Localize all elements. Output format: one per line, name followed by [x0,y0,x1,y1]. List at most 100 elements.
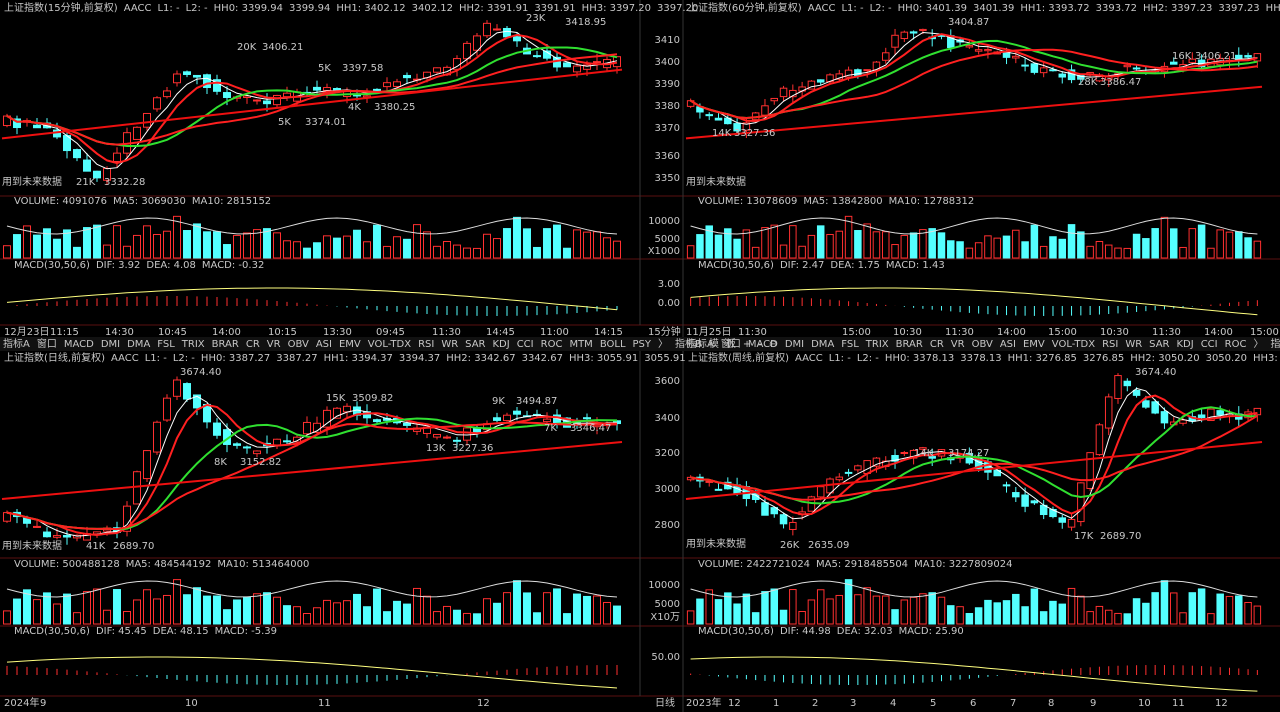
indicator-tab[interactable]: SAR [465,339,485,350]
axis-label: 5000 [655,599,680,610]
indicator-tab[interactable]: VR [951,339,965,350]
indicator-tab[interactable]: VOL-TDX [1052,339,1095,350]
indicator-tab[interactable]: 〉 [658,338,668,350]
volume-bar [863,223,871,259]
header-item: 3276.85 [1083,353,1124,364]
candle-body [263,100,271,105]
indicator-tab[interactable]: DMI [101,339,120,350]
indicator-tab[interactable]: SAR [1149,339,1169,350]
time-label: 12 [728,698,741,709]
candle-body [583,64,591,70]
indicator-tab[interactable]: - [758,339,762,350]
time-label: 11:15 [50,327,79,338]
volume-bar [563,247,571,259]
volume-bar [103,244,111,259]
indicator-tab[interactable]: VOL-TDX [368,339,411,350]
candle-body [891,455,899,462]
volume-bar [143,225,151,259]
indicator-tab[interactable]: OBV [972,339,993,350]
trend-line [685,85,1263,140]
volume-bar [1151,228,1159,259]
indicator-tab[interactable]: 指标B [1270,337,1280,350]
volume-bar [83,227,91,259]
header-item: DEA: 4.08 [146,260,196,271]
macd-line [690,287,1258,316]
indicator-tab[interactable]: OBV [288,339,309,350]
indicator-tab[interactable]: VR [267,339,281,350]
candle-body [533,55,541,58]
header-item: 3387.27 [276,353,317,364]
indicator-tab[interactable]: KDJ [1176,339,1193,350]
annotation: 7K [544,423,557,434]
indicator-tab[interactable]: RSI [418,339,434,350]
volume-bar [133,234,141,259]
indicator-tab[interactable]: ⊖ [769,339,777,350]
volume-bar [393,236,401,259]
time-label: 13:30 [323,327,352,338]
candle-body [273,94,281,106]
candle-body [493,417,501,421]
volume-bar [613,240,621,259]
volume-bar [453,244,461,259]
indicator-tab[interactable]: CCI [1201,339,1218,350]
indicator-tab[interactable]: MACD [64,339,94,350]
indicator-tab[interactable]: BOLL [600,339,626,350]
volume-bar [751,246,760,259]
volume-bar [543,228,551,259]
indicator-tab[interactable]: WR [1125,339,1142,350]
indicator-tab[interactable]: WR [441,339,458,350]
indicator-tab[interactable]: + [743,339,751,350]
indicator-tab[interactable]: DMA [811,339,834,350]
indicator-tab[interactable]: FSL [841,339,859,350]
header-item: MA10: 2815152 [192,196,271,207]
candle-body [1086,452,1094,489]
indicator-tab[interactable]: EMV [1023,339,1045,350]
indicator-tab[interactable]: 窗口 [721,337,741,350]
annotation: 13K [426,443,446,454]
volume-bar [1179,246,1187,259]
indicator-tab[interactable]: ASI [1000,339,1016,350]
indicator-tab[interactable]: FSL [157,339,175,350]
candle-body [1012,492,1020,498]
indicator-tab[interactable]: 模 [709,338,719,350]
volume-bar [493,238,501,259]
indicator-tab[interactable]: 指标A [3,337,30,350]
indicator-tab[interactable]: EMV [339,339,361,350]
volume-bar [1039,245,1048,259]
volume-bar [686,245,695,259]
indicator-tab[interactable]: TRIX [181,339,205,350]
indicator-tab[interactable]: CR [930,339,944,350]
candle-body [433,67,441,73]
indicator-tab[interactable]: ASI [316,339,332,350]
indicator-tab[interactable]: MACD [748,339,778,350]
indicator-tab[interactable]: 板 [726,337,736,350]
indicator-tab[interactable]: BRAR [896,339,923,350]
indicator-tab[interactable]: ROC [541,339,563,350]
indicator-tab[interactable]: DMI [785,339,804,350]
volume-bar [696,234,704,259]
volume-bar [483,598,491,625]
indicator-tab[interactable]: CR [246,339,260,350]
indicator-tab[interactable]: MTM [569,339,592,350]
indicator-tab[interactable]: ROC [1225,339,1247,350]
indicator-tab[interactable]: RSI [1102,339,1118,350]
volume-bar [493,602,501,625]
indicator-tab[interactable]: BRAR [212,339,239,350]
indicator-tab[interactable]: 〉 [1253,338,1263,350]
indicator-tab[interactable]: KDJ [492,339,509,350]
volume-bar [383,245,391,259]
candle-body [816,79,825,83]
indicator-tab[interactable]: 窗口 [37,337,57,350]
header-item: HH2: 3397.23 [1143,3,1212,14]
indicator-tab[interactable]: CCI [517,339,534,350]
volume-bar [433,611,441,625]
time-label: 9 [1090,698,1096,709]
indicator-tab[interactable]: PSY [633,339,652,350]
volume-bar [413,224,421,259]
volume-bar [13,234,21,259]
indicator-tab[interactable]: TRIX [865,339,889,350]
indicator-tab[interactable]: DMA [127,339,150,350]
indicator-tab[interactable]: 指标A [687,337,714,350]
indicator-tab[interactable]: 指标B [675,337,702,350]
candle-body [43,531,51,538]
